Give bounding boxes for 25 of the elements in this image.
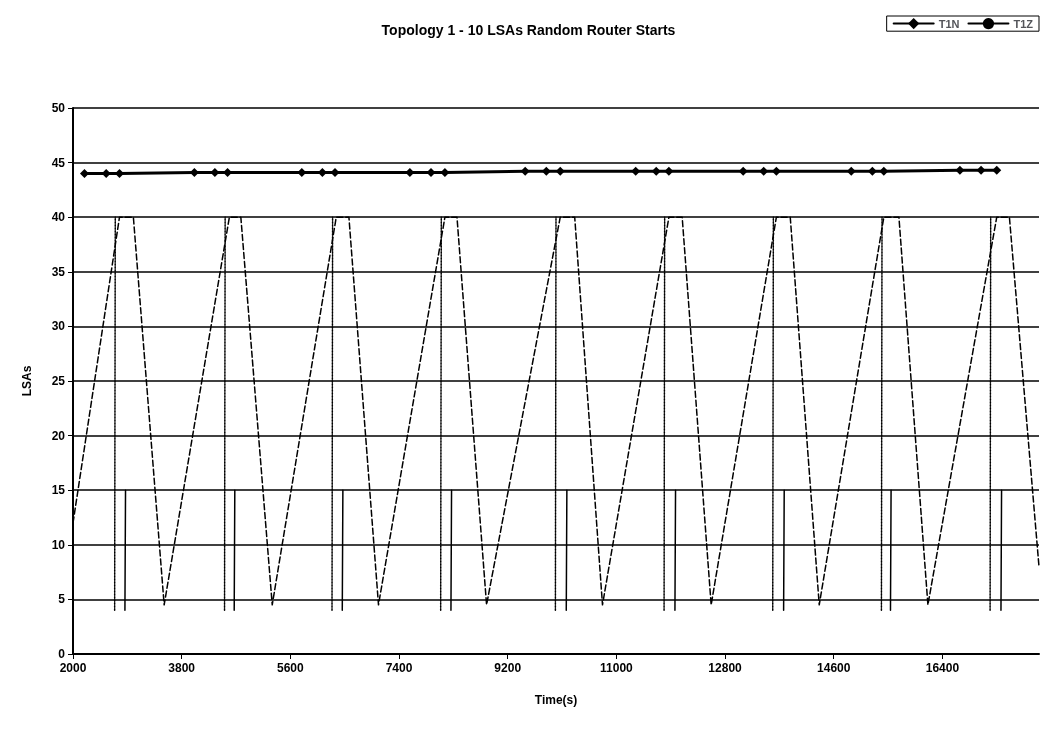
x-tick-label: 9200 [494,661,522,675]
y-tick-label: 10 [51,537,66,552]
x-tick-label: 11000 [600,661,634,675]
x-tick-label: 3800 [168,661,196,675]
y-axis-title: LSAs [20,365,34,397]
y-tick-label: 0 [58,647,66,661]
legend-label: T1Z [1013,17,1034,30]
y-tick-label: 5 [58,592,66,607]
y-tick-label: 25 [51,374,66,388]
y-tick-label: 50 [51,101,66,115]
y-tick-label: 20 [51,428,66,443]
x-tick-label: 7400 [385,661,413,675]
y-tick-label: 45 [51,155,66,170]
x-tick-label: 14600 [817,661,851,675]
x-tick-label: 5600 [277,661,305,675]
x-tick-label: 2000 [59,661,87,675]
chart-title: Topology 1 - 10 LSAs Random Router Starts [381,22,676,38]
legend-label: T1N [938,17,960,30]
y-tick-label: 30 [51,319,66,334]
y-tick-label: 40 [51,210,66,225]
x-tick-label: 16400 [925,661,960,675]
y-tick-label: 35 [51,264,66,279]
y-tick-label: 15 [51,483,66,498]
x-tick-label: 12800 [708,661,743,675]
x-axis-title: Time(s) [534,693,578,707]
